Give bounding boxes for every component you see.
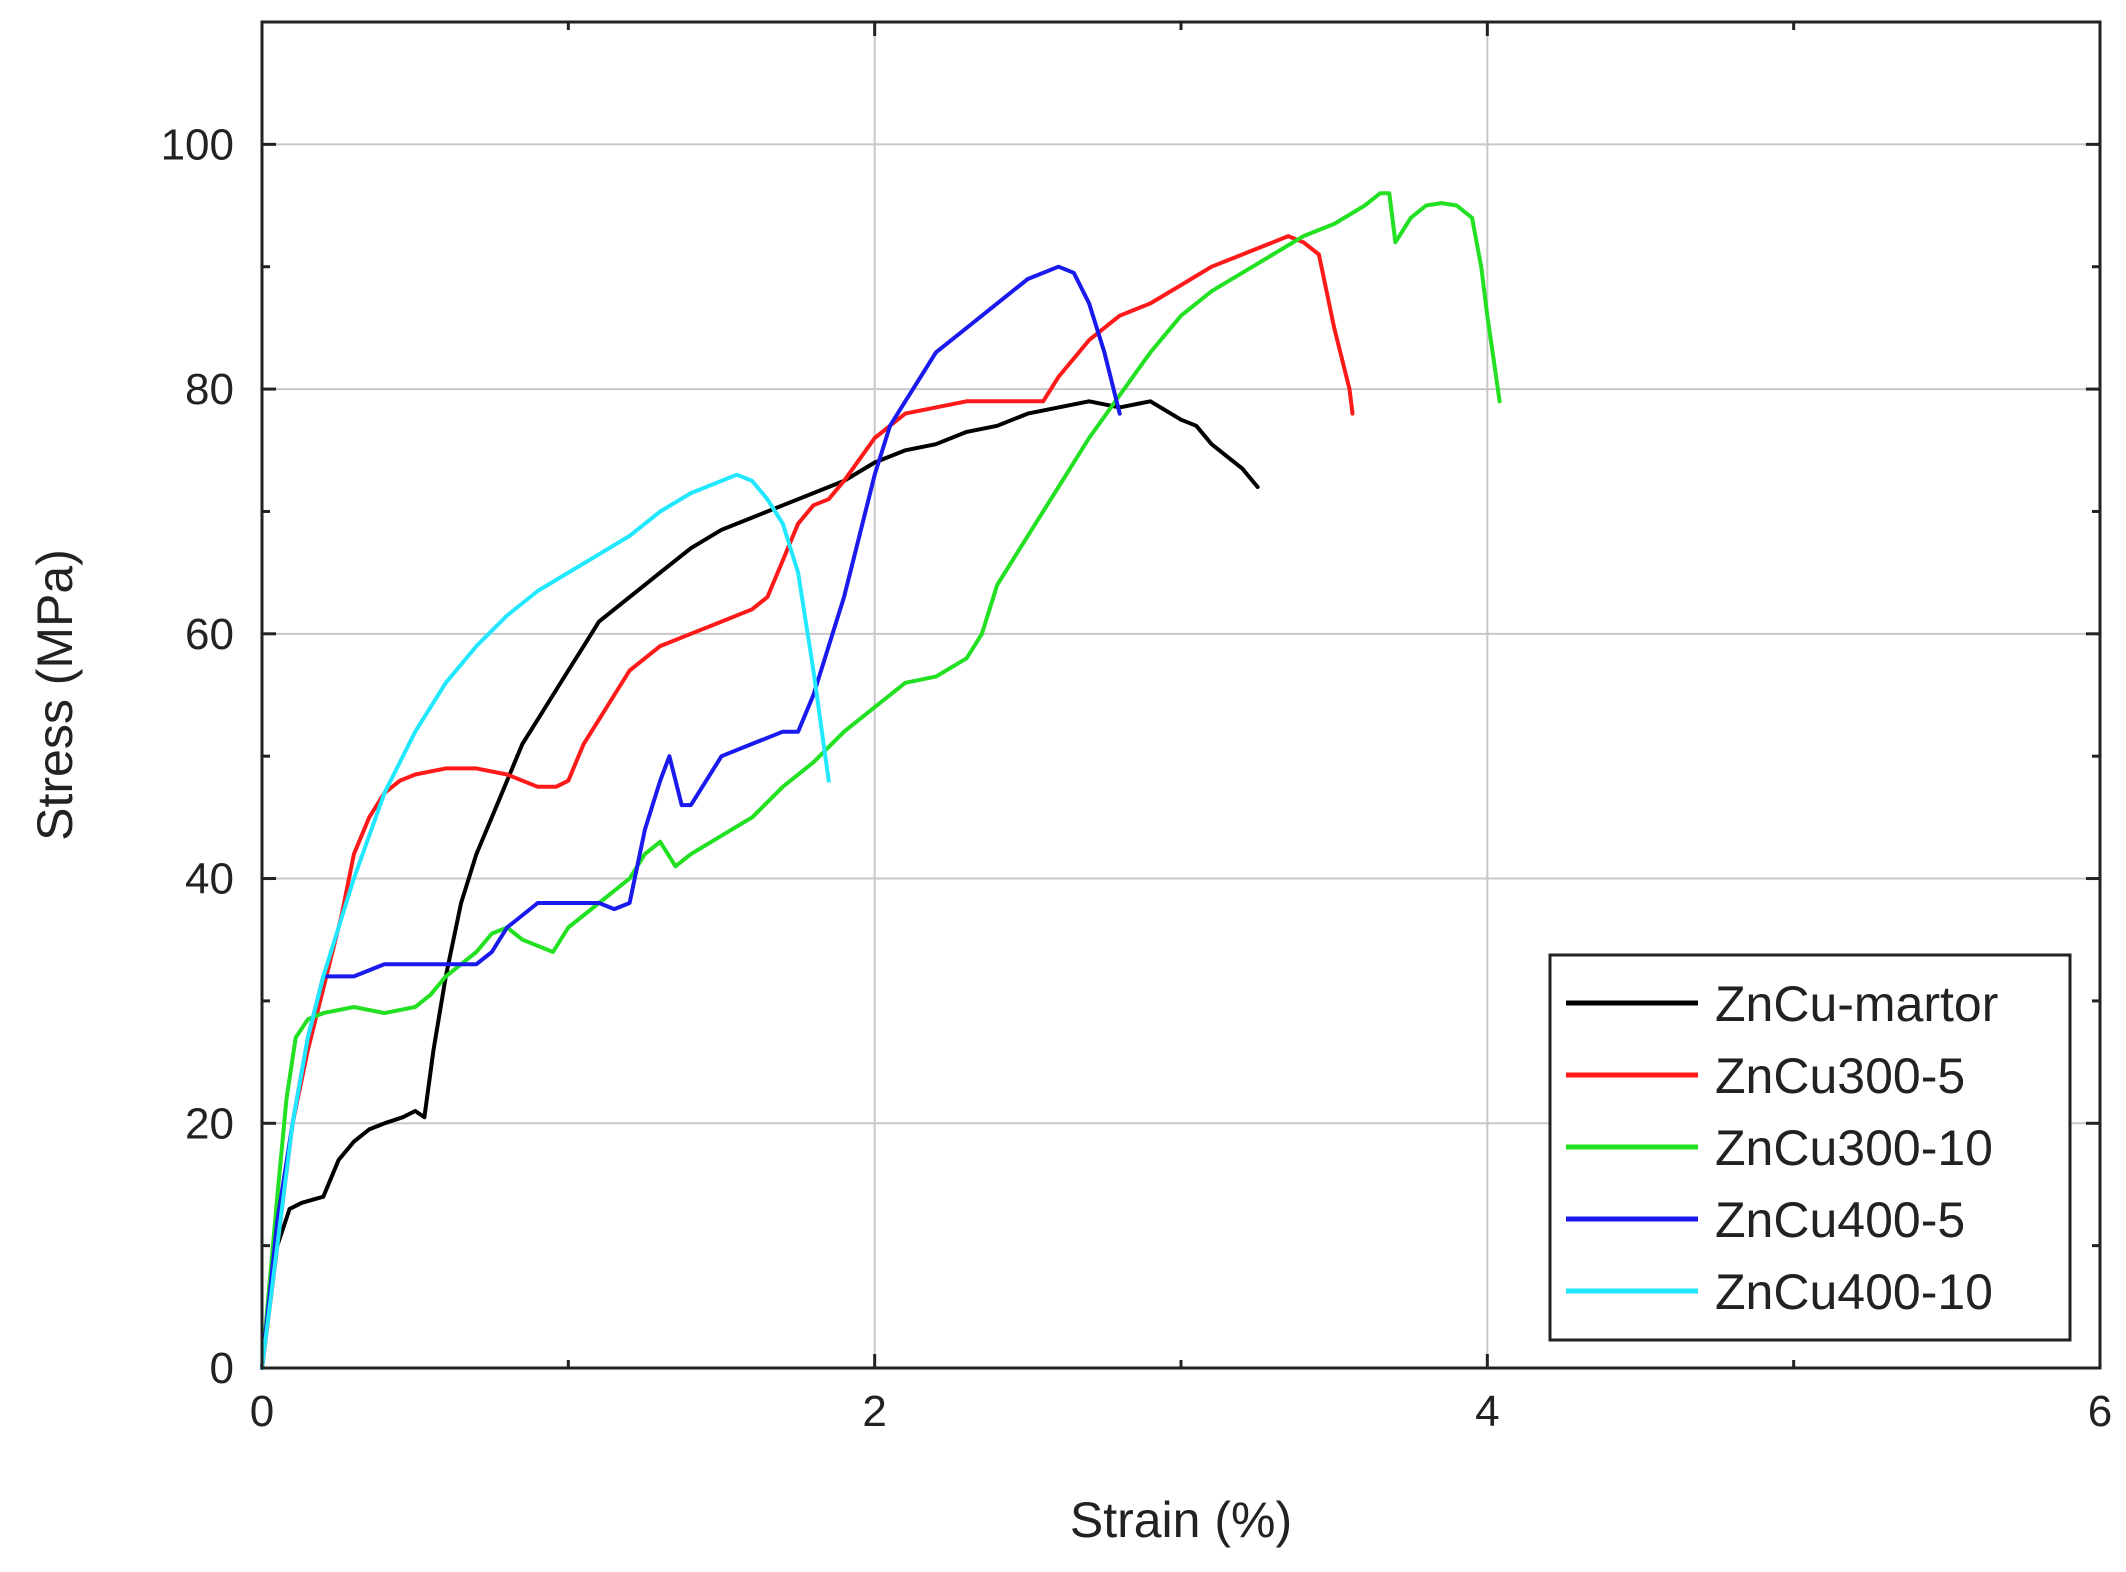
x-tick-label: 0 — [250, 1387, 274, 1436]
x-tick-label: 4 — [1475, 1387, 1499, 1436]
grid-lines — [262, 22, 2100, 1368]
legend-label: ZnCu300-5 — [1715, 1048, 1965, 1104]
x-axis-title: Strain (%) — [1070, 1492, 1292, 1548]
series-line-ZnCu300-10 — [260, 191, 1502, 1370]
x-tick-label: 2 — [862, 1387, 886, 1436]
y-tick-label: 20 — [185, 1099, 234, 1148]
y-tick-label: 0 — [210, 1344, 234, 1393]
y-tick-label: 60 — [185, 610, 234, 659]
series-line-ZnCu300-5 — [260, 234, 1355, 1370]
series-line-ZnCu400-10 — [260, 472, 831, 1370]
y-tick-label: 40 — [185, 855, 234, 904]
series-line-ZnCu400-5 — [260, 264, 1122, 1370]
legend-label: ZnCu-martor — [1715, 976, 1998, 1032]
y-tick-label: 100 — [161, 120, 234, 169]
axis-ticks — [260, 20, 2102, 1370]
legend-items: ZnCu-martor ZnCu300-5 ZnCu300-10 ZnCu400-5 Z… — [1566, 976, 1998, 1320]
legend-label: ZnCu400-10 — [1715, 1264, 1993, 1320]
x-tick-label: 6 — [2088, 1387, 2112, 1436]
series-line-ZnCu-martor — [260, 399, 1260, 1370]
series-lines — [260, 191, 1502, 1370]
y-tick-label: 80 — [185, 365, 234, 414]
y-axis-title: Stress (MPa) — [27, 549, 83, 841]
legend: ZnCu-martor ZnCu300-5 ZnCu300-10 ZnCu400-5 Z… — [1548, 953, 2072, 1342]
legend-label: ZnCu400-5 — [1715, 1192, 1965, 1248]
legend-label: ZnCu300-10 — [1715, 1120, 1993, 1176]
